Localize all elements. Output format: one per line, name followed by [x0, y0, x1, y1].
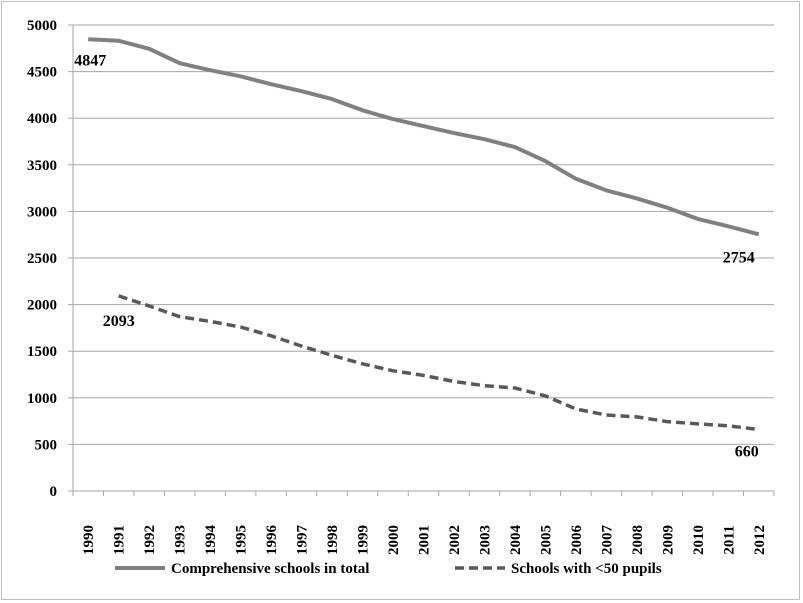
y-tick-label: 0: [50, 484, 58, 500]
x-tick-label: 2000: [386, 525, 402, 555]
data-label: 4847: [74, 52, 106, 69]
x-tick-label: 2002: [447, 525, 463, 555]
y-tick-label: 5000: [27, 18, 57, 34]
y-tick-label: 4500: [27, 65, 57, 81]
x-tick-label: 1999: [356, 525, 372, 555]
data-label: 660: [735, 443, 759, 460]
x-tick-label: 2009: [660, 525, 676, 555]
x-tick-label: 2011: [721, 525, 737, 554]
x-tick-label: 2003: [477, 525, 493, 555]
x-tick-label: 2004: [508, 525, 524, 556]
y-tick-label: 3000: [27, 204, 57, 220]
x-tick-label: 2010: [691, 525, 707, 555]
x-tick-label: 1990: [81, 525, 97, 555]
x-tick-label: 1992: [142, 525, 158, 555]
x-tick-label: 2006: [569, 525, 585, 556]
x-tick-label: 2012: [752, 525, 768, 555]
y-tick-label: 1500: [27, 344, 57, 360]
y-tick-label: 1000: [27, 391, 57, 407]
x-tick-label: 2008: [630, 525, 646, 555]
x-tick-label: 2005: [538, 525, 554, 555]
x-tick-label: 1994: [203, 525, 219, 556]
x-tick-label: 1998: [325, 525, 341, 555]
x-tick-label: 1996: [264, 525, 280, 556]
y-tick-label: 3500: [27, 158, 57, 174]
x-tick-label: 2007: [599, 525, 615, 556]
x-tick-label: 1993: [173, 525, 189, 555]
y-tick-label: 500: [35, 437, 58, 453]
data-label: 2754: [723, 249, 755, 266]
series-line-2: [118, 294, 760, 432]
y-tick-label: 2000: [27, 298, 57, 314]
x-tick-label: 1995: [234, 525, 250, 555]
x-tick-label: 1991: [112, 525, 128, 555]
legend-entry: Comprehensive schools in total: [171, 561, 369, 577]
legend-entry: Schools with <50 pupils: [511, 561, 662, 577]
data-label: 2093: [103, 313, 135, 330]
x-tick-label: 1997: [295, 525, 311, 556]
x-tick-label: 2001: [417, 525, 433, 555]
y-tick-label: 4000: [27, 111, 57, 127]
y-tick-label: 2500: [27, 251, 57, 267]
series-line-1: [88, 37, 760, 237]
